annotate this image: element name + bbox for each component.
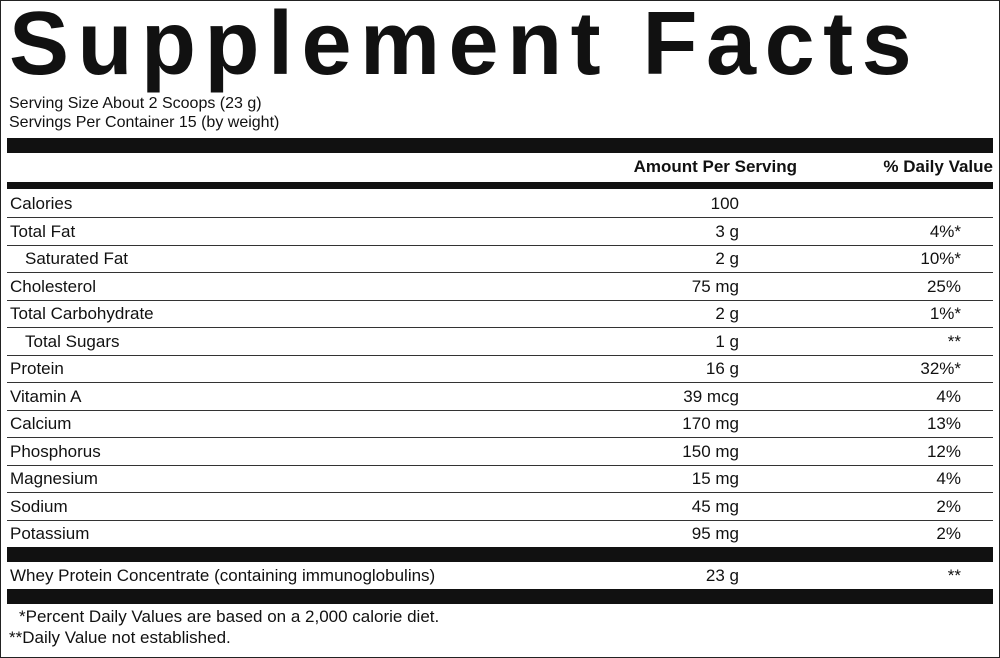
nutrient-amount: 1 g (715, 331, 739, 351)
nutrient-amount: 2 g (715, 304, 739, 323)
nutrient-row: Sodium 45 mg 2% (7, 493, 993, 521)
nutrient-row: Total Fat 3 g 4%* (7, 218, 993, 246)
footnote: **Daily Value not established. (9, 628, 231, 647)
nutrient-name: Total Carbohydrate (10, 304, 154, 323)
nutrient-name: Total Sugars (25, 331, 120, 351)
divider (7, 138, 993, 153)
nutrient-row: Total Sugars 1 g ** (7, 328, 993, 356)
nutrient-row: Phosphorus 150 mg 12% (7, 438, 993, 466)
nutrient-daily-value: 1%* (929, 304, 961, 323)
nutrient-name: Calories (10, 194, 73, 213)
nutrient-name: Potassium (10, 524, 90, 543)
nutrient-amount: 170 mg (682, 414, 739, 433)
nutrient-daily-value: 2% (936, 496, 961, 516)
nutrient-row: Magnesium 15 mg 4% (7, 465, 993, 493)
nutrient-daily-value: 4% (936, 386, 961, 406)
nutrient-amount: 2 g (715, 249, 739, 268)
nutrient-name: Magnesium (10, 469, 98, 488)
nutrient-daily-value: ** (947, 331, 961, 351)
nutrient-name: Cholesterol (10, 276, 96, 296)
nutrient-name: Protein (10, 359, 64, 378)
title: Supplement Facts (9, 0, 921, 94)
nutrient-row: Total Carbohydrate 2 g 1%* (7, 300, 993, 328)
serving-size: Serving Size About 2 Scoops (23 g) (9, 95, 262, 112)
nutrient-amount: 45 mg (691, 496, 739, 516)
nutrient-name: Total Fat (10, 221, 76, 241)
nutrient-name: Saturated Fat (25, 249, 129, 268)
nutrient-amount: 15 mg (691, 469, 739, 488)
nutrient-daily-value: 2% (936, 524, 961, 543)
nutrient-amount: 95 mg (691, 524, 739, 543)
nutrient-row: Saturated Fat 2 g 10%* (7, 245, 993, 273)
nutrient-name: Calcium (10, 414, 72, 433)
nutrient-row: Vitamin A 39 mcg 4% (7, 383, 993, 411)
nutrient-row: Calcium 170 mg 13% (7, 410, 993, 438)
nutrient-daily-value: 10%* (920, 249, 961, 268)
nutrient-daily-value: 25% (926, 276, 961, 296)
divider (7, 182, 993, 189)
nutrient-amount: 3 g (715, 221, 739, 241)
nutrient-amount: 150 mg (682, 441, 739, 461)
ingredient-row: Whey Protein Concentrate (containing imm… (7, 562, 993, 589)
nutrient-amount: 75 mg (691, 276, 739, 296)
nutrient-amount: 100 (710, 194, 739, 213)
nutrient-row: Calories 100 (7, 190, 993, 218)
nutrient-daily-value: 13% (926, 414, 961, 433)
ingredient-amount: 23 g (705, 566, 739, 585)
nutrient-name: Vitamin A (10, 386, 82, 406)
ingredient-daily-value: ** (947, 566, 961, 585)
nutrient-amount: 39 mcg (683, 386, 739, 406)
nutrient-row: Potassium 95 mg 2% (7, 520, 993, 547)
divider (7, 547, 993, 562)
header-daily-value: % Daily Value (883, 157, 993, 176)
ingredient-name: Whey Protein Concentrate (containing imm… (10, 566, 436, 585)
header-amount: Amount Per Serving (633, 157, 797, 176)
nutrient-row: Cholesterol 75 mg 25% (7, 273, 993, 301)
nutrient-amount: 16 g (705, 359, 739, 378)
nutrient-row: Protein 16 g 32%* (7, 355, 993, 383)
footnote: *Percent Daily Values are based on a 2,0… (19, 607, 440, 626)
nutrient-name: Sodium (10, 496, 68, 516)
nutrient-daily-value: 12% (926, 441, 961, 461)
header-row: Amount Per Serving % Daily Value (7, 153, 993, 180)
nutrient-daily-value: 4% (936, 469, 961, 488)
nutrient-daily-value: 32%* (920, 359, 961, 378)
nutrient-name: Phosphorus (10, 441, 101, 461)
nutrient-daily-value: 4%* (929, 221, 961, 241)
servings-per-container: Servings Per Container 15 (by weight) (9, 114, 280, 131)
divider (7, 589, 993, 604)
